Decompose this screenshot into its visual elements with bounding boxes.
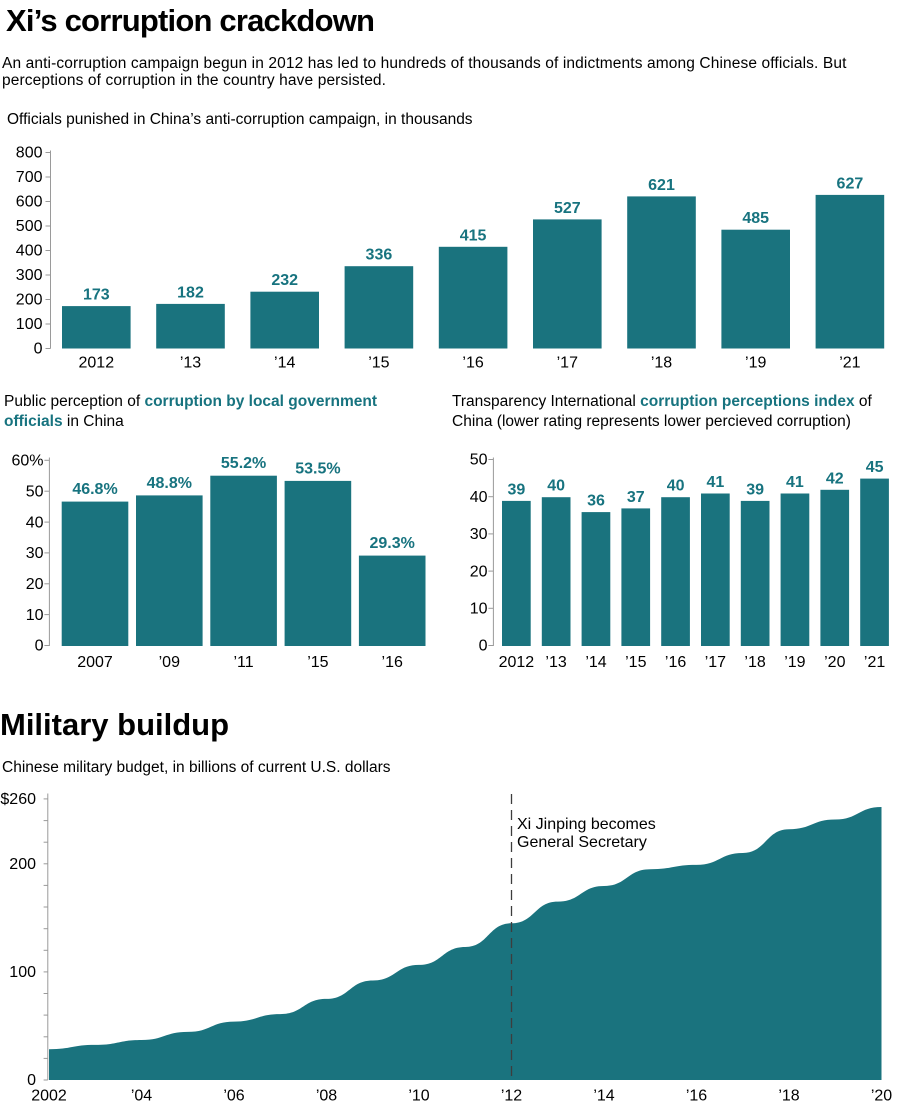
svg-text:$260: $260 [0,791,36,808]
svg-text:’13: ’13 [180,355,201,372]
svg-text:41: 41 [786,474,804,491]
svg-text:485: 485 [742,210,769,227]
svg-text:’16: ’16 [462,355,483,372]
svg-text:’14: ’14 [585,654,606,671]
svg-text:0: 0 [34,341,43,358]
svg-text:40: 40 [667,478,685,495]
svg-text:39: 39 [746,481,764,498]
svg-text:’16: ’16 [686,1088,707,1105]
svg-text:60%: 60% [11,453,43,470]
svg-text:Xi Jinping becomes: Xi Jinping becomes [517,816,656,833]
svg-text:’15: ’15 [368,355,389,372]
svg-text:627: 627 [837,175,864,192]
svg-text:2012: 2012 [499,654,535,671]
svg-text:2012: 2012 [79,355,115,372]
svg-text:2002: 2002 [31,1088,67,1105]
svg-text:46.8%: 46.8% [72,481,117,498]
svg-text:600: 600 [16,194,43,211]
svg-text:’13: ’13 [545,654,566,671]
svg-text:’12: ’12 [501,1088,522,1105]
svg-text:’15: ’15 [625,654,646,671]
svg-text:700: 700 [16,169,43,186]
svg-text:’21: ’21 [839,355,860,372]
svg-text:’15: ’15 [307,654,328,671]
svg-text:621: 621 [648,177,675,194]
svg-text:’14: ’14 [593,1088,614,1105]
svg-text:’19: ’19 [784,654,805,671]
svg-text:20: 20 [470,563,488,580]
svg-text:50: 50 [26,483,44,500]
svg-text:36: 36 [587,493,605,510]
svg-text:336: 336 [366,247,393,264]
svg-text:40: 40 [26,514,44,531]
svg-text:48.8%: 48.8% [147,475,192,492]
svg-text:General Secretary: General Secretary [517,834,647,851]
svg-text:20: 20 [26,576,44,593]
svg-text:40: 40 [470,489,488,506]
svg-text:800: 800 [16,145,43,162]
svg-text:0: 0 [479,638,488,655]
svg-text:’16: ’16 [382,654,403,671]
svg-text:400: 400 [16,243,43,260]
svg-text:’17: ’17 [705,654,726,671]
svg-text:’09: ’09 [159,654,180,671]
svg-text:’20: ’20 [824,654,845,671]
svg-text:50: 50 [470,452,488,469]
svg-text:39: 39 [508,481,526,498]
svg-text:200: 200 [16,292,43,309]
svg-text:’16: ’16 [665,654,686,671]
svg-text:’08: ’08 [316,1088,337,1105]
svg-text:’11: ’11 [234,654,254,671]
svg-text:527: 527 [554,200,581,217]
svg-text:40: 40 [547,478,565,495]
svg-text:’06: ’06 [223,1088,244,1105]
svg-text:0: 0 [27,1072,36,1089]
svg-text:173: 173 [83,287,110,304]
svg-text:’18: ’18 [651,355,672,372]
svg-text:’20: ’20 [871,1088,892,1105]
svg-text:232: 232 [271,272,298,289]
svg-text:10: 10 [26,607,44,624]
svg-text:’18: ’18 [778,1088,799,1105]
svg-text:182: 182 [177,284,204,301]
svg-text:42: 42 [826,470,844,487]
svg-text:29.3%: 29.3% [370,535,415,552]
svg-text:100: 100 [9,964,36,981]
svg-text:415: 415 [460,227,487,244]
svg-text:’18: ’18 [744,654,765,671]
svg-text:30: 30 [26,545,44,562]
svg-text:37: 37 [627,489,645,506]
svg-text:’04: ’04 [131,1088,152,1105]
svg-text:’19: ’19 [745,355,766,372]
svg-text:10: 10 [470,601,488,618]
svg-text:200: 200 [9,856,36,873]
svg-text:’21: ’21 [864,654,885,671]
svg-text:41: 41 [707,474,725,491]
svg-text:30: 30 [470,526,488,543]
svg-text:2007: 2007 [77,654,113,671]
svg-text:500: 500 [16,218,43,235]
svg-text:0: 0 [35,638,44,655]
svg-text:300: 300 [16,267,43,284]
svg-text:45: 45 [866,459,884,476]
svg-text:’14: ’14 [274,355,295,372]
svg-text:100: 100 [16,316,43,333]
svg-text:53.5%: 53.5% [295,460,340,477]
svg-text:’10: ’10 [408,1088,429,1105]
svg-text:55.2%: 55.2% [221,455,266,472]
svg-text:’17: ’17 [557,355,578,372]
